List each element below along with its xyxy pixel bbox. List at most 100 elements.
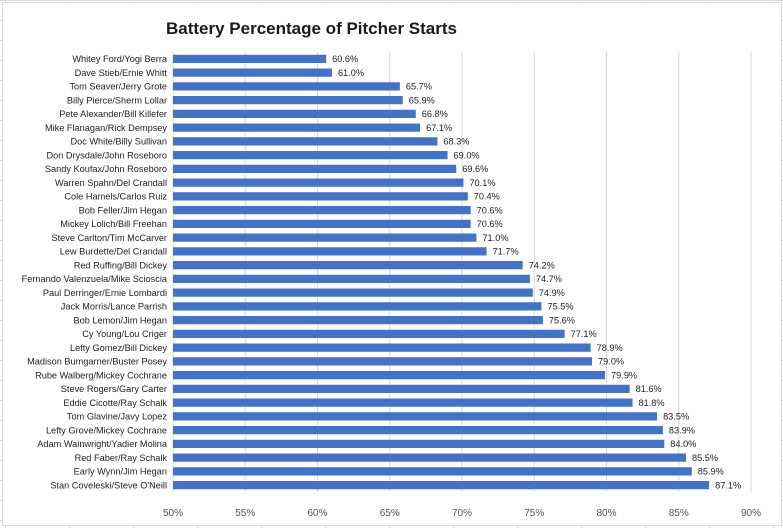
category-label: Early Wynn/Jim Hegan <box>74 467 167 477</box>
category-label: Bob Feller/Jim Hegan <box>79 205 167 215</box>
category-label: Adam Wainwright/Yadier Molina <box>37 439 168 449</box>
data-label: 66.8% <box>422 109 448 119</box>
data-label: 70.6% <box>477 219 503 229</box>
category-label: Rube Walberg/Mickey Cochrane <box>35 370 167 380</box>
bar <box>173 247 487 256</box>
x-tick-label: 90% <box>741 508 761 519</box>
data-label: 70.1% <box>469 178 495 188</box>
bar <box>173 316 543 325</box>
data-label: 84.0% <box>670 439 696 449</box>
x-tick-label: 80% <box>596 508 616 519</box>
category-label: Lew Burdette/Del Crandall <box>60 247 167 257</box>
category-label: Tom Glavine/Javy Lopez <box>67 412 167 422</box>
data-label: 87.1% <box>715 480 741 490</box>
data-label: 71.7% <box>493 247 519 257</box>
category-label: Steve Rogers/Gary Carter <box>61 384 167 394</box>
chart-title: Battery Percentage of Pitcher Starts <box>166 19 457 38</box>
bar <box>173 412 658 421</box>
bar <box>173 371 606 380</box>
bar <box>173 274 530 283</box>
bar <box>173 82 400 91</box>
bar <box>173 68 332 77</box>
category-label: Lefty Grove/Mickey Cochrane <box>46 425 167 435</box>
data-label: 81.8% <box>639 398 665 408</box>
bar <box>173 398 633 407</box>
x-tick-label: 75% <box>524 508 544 519</box>
category-label: Mickey Lolich/Bill Freehan <box>60 219 167 229</box>
data-label: 71.0% <box>482 233 508 243</box>
data-label: 85.5% <box>692 453 718 463</box>
bar <box>173 123 421 132</box>
x-tick-label: 50% <box>163 508 183 519</box>
category-label: Fernando Valenzuela/Mike Scioscia <box>22 274 168 284</box>
category-label: Eddie Cicotte/Ray Schalk <box>63 398 167 408</box>
bar <box>173 384 630 393</box>
category-label: Steve Carlton/Tim McCarver <box>51 233 167 243</box>
data-label: 74.7% <box>536 274 562 284</box>
category-label: Stan Coveleski/Steve O'Neill <box>50 480 167 490</box>
category-label: Mike Flanagan/Rick Dempsey <box>45 123 167 133</box>
bar <box>173 481 710 490</box>
data-label: 79.9% <box>611 370 637 380</box>
bar <box>173 329 565 338</box>
data-label: 69.6% <box>462 164 488 174</box>
category-label: Tom Seaver/Jerry Grote <box>69 82 167 92</box>
bar <box>173 151 448 160</box>
category-label: Red Faber/Ray Schalk <box>75 453 168 463</box>
category-label: Don Drysdale/John Roseboro <box>46 150 167 160</box>
category-label: Sandy Koufax/John Roseboro <box>45 164 167 174</box>
bar <box>173 357 593 366</box>
data-label: 67.1% <box>426 123 452 133</box>
bar <box>173 54 327 63</box>
data-label: 78.9% <box>597 343 623 353</box>
bar <box>173 96 403 105</box>
data-label: 68.3% <box>443 137 469 147</box>
data-label: 81.6% <box>636 384 662 394</box>
category-label: Cole Hamels/Carlos Ruiz <box>64 192 167 202</box>
category-label: Bob Lemon/Jim Hegan <box>74 315 167 325</box>
bar <box>173 219 471 228</box>
data-label: 83.9% <box>669 425 695 435</box>
category-label: Jack Morris/Lance Parrish <box>61 302 167 312</box>
data-label: 85.9% <box>698 467 724 477</box>
bar <box>173 439 665 448</box>
data-label: 79.0% <box>598 357 624 367</box>
bar <box>173 137 438 146</box>
data-label: 74.9% <box>539 288 565 298</box>
category-label: Paul Derringer/Ernie Lombardi <box>43 288 167 298</box>
data-label: 83.5% <box>663 412 689 422</box>
data-label: 75.5% <box>547 302 573 312</box>
data-label: 61.0% <box>338 68 364 78</box>
category-label: Red Ruffing/Bill Dickey <box>74 260 168 270</box>
bar <box>173 192 468 201</box>
category-label: Whitey Ford/Yogi Berra <box>72 54 168 64</box>
bar <box>173 288 533 297</box>
bar <box>173 233 477 242</box>
category-label: Dave Stieb/Ernie Whitt <box>75 68 168 78</box>
data-label: 74.2% <box>529 260 555 270</box>
data-label: 70.6% <box>477 205 503 215</box>
data-label: 65.9% <box>409 95 435 105</box>
data-label: 75.6% <box>549 315 575 325</box>
category-label: Warren Spahn/Del Crandall <box>55 178 167 188</box>
data-label: 60.6% <box>332 54 358 64</box>
x-tick-label: 70% <box>452 508 472 519</box>
bar <box>173 206 471 215</box>
x-tick-label: 85% <box>669 508 689 519</box>
x-tick-label: 65% <box>380 508 400 519</box>
data-label: 69.0% <box>454 150 480 160</box>
bar <box>173 164 457 173</box>
category-label: Madison Bumgarner/Buster Posey <box>27 357 167 367</box>
bar <box>173 343 591 352</box>
bar <box>173 302 542 311</box>
bar <box>173 467 692 476</box>
data-label: 77.1% <box>571 329 597 339</box>
x-tick-label: 60% <box>307 508 327 519</box>
category-label: Doc White/Billy Sullivan <box>70 137 167 147</box>
bar <box>173 426 663 435</box>
category-label: Billy Pierce/Sherm Lollar <box>67 95 167 105</box>
category-label: Pete Alexander/Bill Killefer <box>59 109 167 119</box>
x-tick-label: 55% <box>235 508 255 519</box>
category-label: Lefty Gomez/Bill Dickey <box>70 343 167 353</box>
